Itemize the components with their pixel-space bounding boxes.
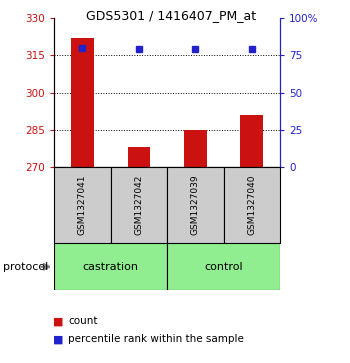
Bar	[167, 167, 224, 243]
Text: castration: castration	[83, 262, 139, 272]
Text: GSM1327039: GSM1327039	[191, 175, 200, 236]
Text: ■: ■	[52, 334, 63, 344]
Text: protocol: protocol	[4, 262, 49, 272]
Text: count: count	[68, 316, 98, 326]
Bar	[54, 167, 111, 243]
Text: GDS5301 / 1416407_PM_at: GDS5301 / 1416407_PM_at	[86, 9, 257, 22]
Text: ■: ■	[52, 316, 63, 326]
Bar	[111, 167, 167, 243]
Text: control: control	[204, 262, 243, 272]
Text: GSM1327040: GSM1327040	[247, 175, 256, 235]
Bar	[71, 38, 94, 167]
Text: percentile rank within the sample: percentile rank within the sample	[68, 334, 244, 344]
Bar	[167, 243, 280, 290]
Text: GSM1327042: GSM1327042	[134, 175, 144, 235]
Bar	[224, 167, 280, 243]
Bar	[240, 115, 263, 167]
Bar	[128, 147, 150, 167]
Bar	[54, 243, 167, 290]
Bar	[184, 130, 206, 167]
Text: GSM1327041: GSM1327041	[78, 175, 87, 235]
